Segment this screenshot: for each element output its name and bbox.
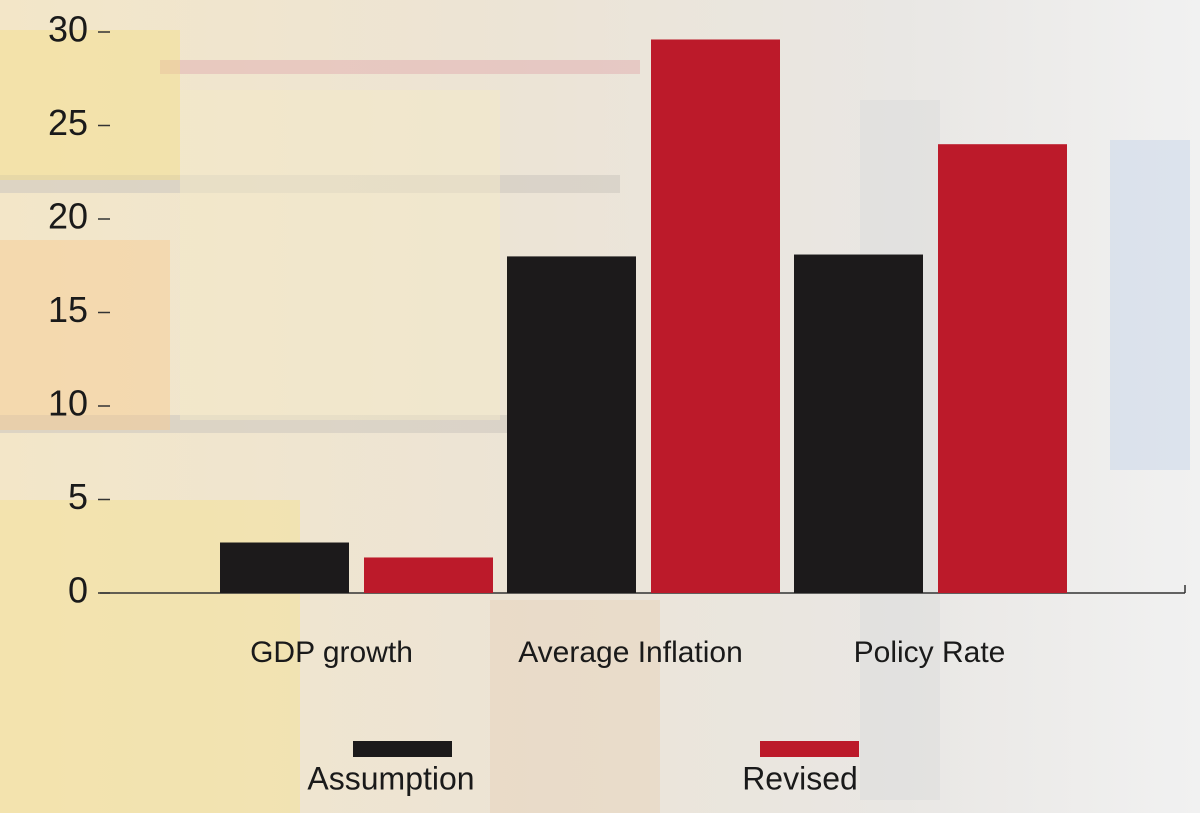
y-tick-label: 10 — [48, 383, 88, 424]
x-tick-label: Policy Rate — [854, 636, 1006, 669]
bar — [507, 256, 636, 593]
legend-swatch — [760, 741, 859, 757]
y-tick-label: 5 — [68, 476, 88, 517]
y-tick-label: 20 — [48, 196, 88, 237]
bar — [364, 557, 493, 593]
legend-swatch — [353, 741, 452, 757]
legend-label: Assumption — [307, 760, 474, 796]
bar — [220, 542, 349, 593]
bar — [651, 39, 780, 594]
y-tick-label: 15 — [48, 289, 88, 330]
y-tick-label: 30 — [48, 9, 88, 50]
x-tick-label: Average Inflation — [518, 636, 743, 669]
y-tick-label: 25 — [48, 102, 88, 143]
x-tick-label: GDP growth — [250, 636, 413, 669]
y-tick-label: 0 — [68, 570, 88, 611]
bar — [794, 254, 923, 593]
legend-label: Revised — [742, 760, 858, 796]
bar — [938, 144, 1067, 593]
